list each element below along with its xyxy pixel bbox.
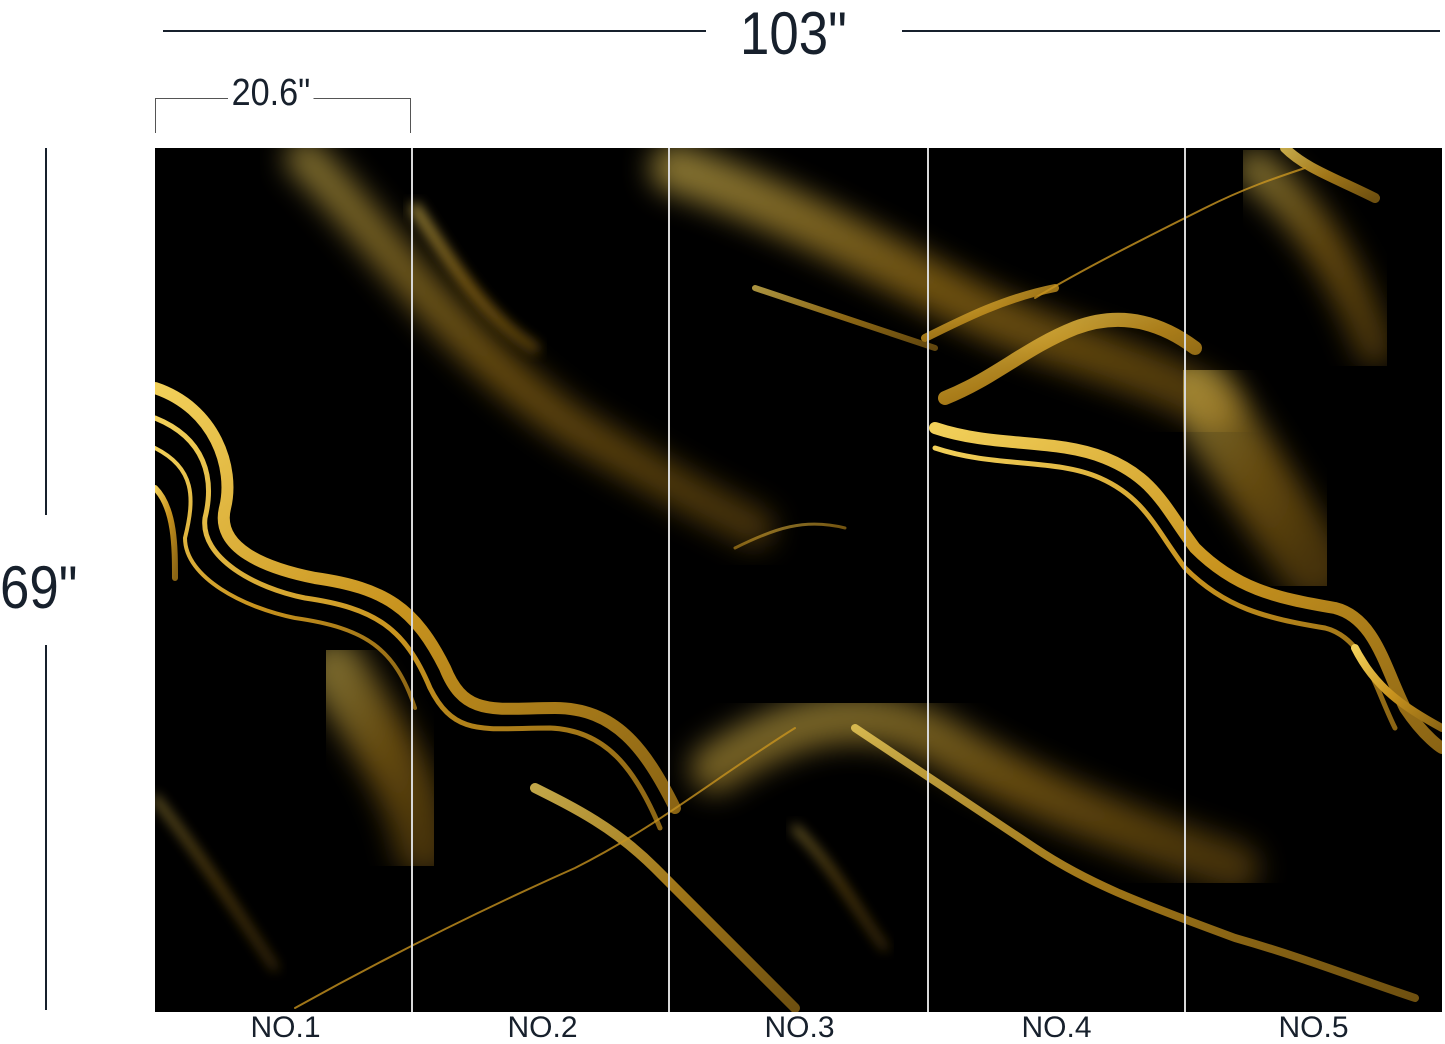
panel-label-5: NO.5 [1278,1011,1349,1044]
panel-label-4: NO.4 [1021,1011,1092,1044]
panel-width-label: 20.6" [228,74,314,112]
panel-divider [1184,148,1186,1012]
height-label: 69" [0,554,78,621]
panel-label-3: NO.3 [764,1011,835,1044]
panel-divider [668,148,670,1012]
height-dimension-line-bottom [45,645,47,1010]
width-dimension-line-left [163,30,706,32]
mural-image [155,148,1442,1012]
panel-label-1: NO.1 [250,1011,321,1044]
total-width-label: 103" [740,0,847,67]
panel-divider [411,148,413,1012]
width-dimension-line-right [902,30,1440,32]
panel-label-2: NO.2 [507,1011,578,1044]
gold-marble-pattern [155,148,1442,1012]
panel-divider [927,148,929,1012]
height-dimension-line-top [45,148,47,515]
